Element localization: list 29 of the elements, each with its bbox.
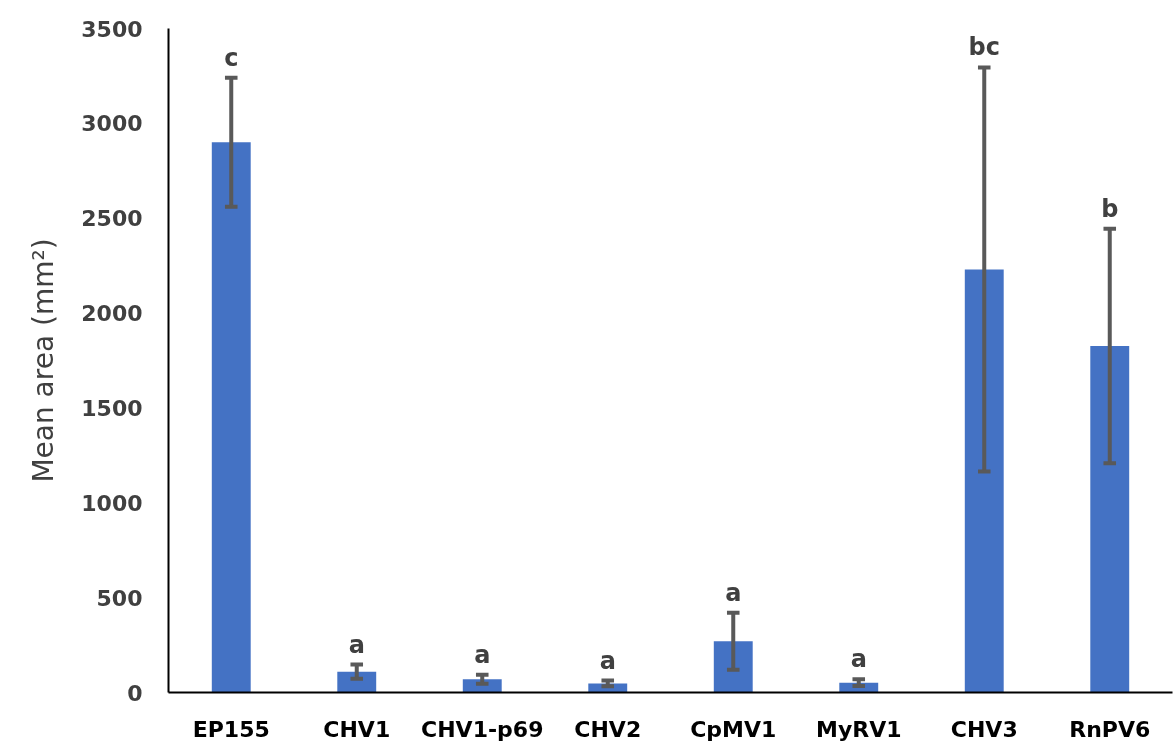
y-axis-title: Mean area (mm²) (27, 238, 61, 483)
x-tick-label: MyRV1 (816, 716, 902, 742)
y-tick-label: 2000 (81, 301, 143, 327)
x-tick-label: CHV3 (950, 716, 1018, 742)
y-tick-label: 3000 (81, 111, 143, 137)
y-tick-label: 1500 (81, 395, 143, 421)
bar (964, 269, 1004, 693)
bar (211, 142, 251, 693)
x-tick-label: EP155 (192, 716, 270, 742)
annotation: bc (968, 33, 1000, 62)
y-tick-label: 3500 (81, 16, 143, 42)
y-tick-label: 1000 (81, 490, 143, 516)
x-tick-label: CHV1-p69 (421, 716, 544, 742)
annotation: a (348, 630, 365, 659)
y-tick-label: 2500 (81, 206, 143, 232)
annotation: a (599, 646, 616, 675)
annotation: c (224, 43, 239, 72)
annotation: a (725, 578, 742, 607)
y-tick-label: 0 (127, 680, 143, 706)
annotation: a (474, 640, 491, 669)
x-tick-label: CHV1 (323, 716, 391, 742)
bar (1090, 345, 1130, 693)
annotation: b (1101, 194, 1119, 223)
x-tick-label: CpMV1 (690, 716, 777, 742)
bar (337, 671, 377, 693)
y-tick-label: 500 (96, 585, 143, 611)
x-tick-label: CHV2 (574, 716, 642, 742)
annotation: a (850, 645, 867, 674)
x-tick-label: RnPV6 (1069, 716, 1151, 742)
